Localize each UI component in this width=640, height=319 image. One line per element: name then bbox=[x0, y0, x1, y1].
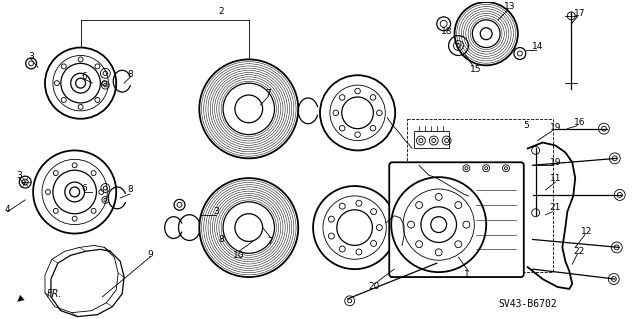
Text: 2: 2 bbox=[218, 7, 224, 17]
Text: 21: 21 bbox=[550, 203, 561, 212]
Text: 10: 10 bbox=[233, 251, 244, 260]
Text: 11: 11 bbox=[550, 174, 561, 182]
Bar bbox=[414, 131, 449, 148]
Text: 15: 15 bbox=[470, 65, 481, 74]
Text: 6: 6 bbox=[82, 183, 88, 193]
Text: 3: 3 bbox=[17, 171, 22, 180]
Text: 7: 7 bbox=[268, 237, 273, 246]
Text: 9: 9 bbox=[147, 250, 153, 259]
Text: 22: 22 bbox=[573, 247, 585, 256]
Text: 3: 3 bbox=[28, 52, 34, 61]
Text: 16: 16 bbox=[575, 118, 586, 127]
Text: 19: 19 bbox=[550, 158, 561, 167]
Text: 6: 6 bbox=[82, 72, 88, 81]
Text: 5: 5 bbox=[523, 121, 529, 130]
Text: 14: 14 bbox=[532, 42, 543, 51]
Text: 1: 1 bbox=[463, 270, 469, 278]
Text: 13: 13 bbox=[504, 3, 516, 11]
Bar bbox=[407, 119, 554, 272]
Text: FR.: FR. bbox=[47, 289, 63, 299]
Text: 8: 8 bbox=[127, 185, 133, 195]
Text: 18: 18 bbox=[441, 27, 452, 36]
Text: 12: 12 bbox=[581, 227, 593, 236]
Text: 7: 7 bbox=[266, 89, 271, 98]
Text: 19: 19 bbox=[550, 123, 561, 132]
Text: 3: 3 bbox=[213, 207, 219, 216]
Text: SV43-B6702: SV43-B6702 bbox=[499, 299, 557, 309]
Text: 20: 20 bbox=[369, 282, 380, 292]
Text: 8: 8 bbox=[127, 70, 133, 79]
Text: 4: 4 bbox=[4, 205, 10, 214]
Text: 17: 17 bbox=[575, 9, 586, 19]
Text: 8: 8 bbox=[218, 235, 224, 244]
FancyBboxPatch shape bbox=[389, 162, 524, 277]
